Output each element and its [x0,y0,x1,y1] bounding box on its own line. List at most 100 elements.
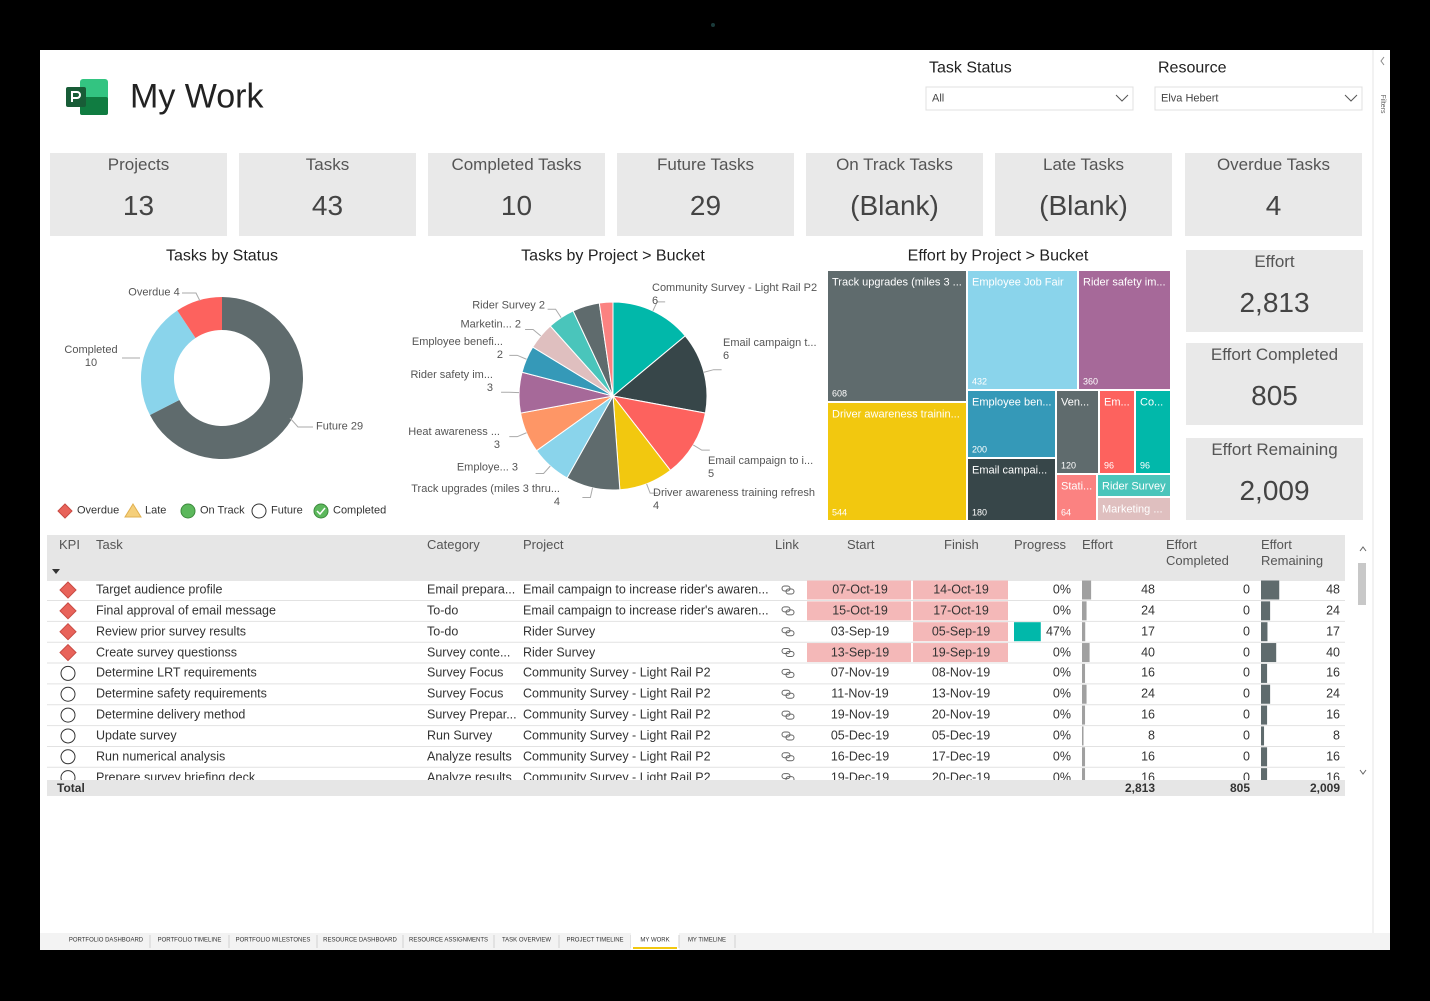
link-icon[interactable] [781,710,795,720]
cell-effort: 16 [1141,749,1155,764]
cell-effort-completed: 0 [1243,582,1250,597]
active-tab-underline [633,947,677,949]
legend-icon [251,503,267,519]
data-label-part: 6 [652,295,659,307]
filter-value[interactable]: Elva Hebert [1161,92,1219,105]
treemap-tile [968,459,1055,520]
link-icon[interactable] [781,773,795,780]
sort-arrow[interactable] [52,569,60,574]
data-label: Marketin... 2 [460,318,521,331]
remaining-bar [1261,580,1280,600]
date-highlight [807,580,911,600]
cell-start: 07-Nov-19 [830,665,890,680]
filter-dropdown[interactable] [1154,86,1363,111]
treemap-tile [1057,475,1096,520]
data-label-part: 2 [538,299,545,312]
tab[interactable]: PORTFOLIO TIMELINE [157,937,222,944]
card-label: Effort [1254,251,1295,271]
link-icon[interactable] [781,585,795,595]
tab[interactable]: PORTFOLIO MILESTONES [235,937,311,944]
tab[interactable]: TASK OVERVIEW [501,937,552,944]
scroll-up[interactable] [1359,546,1367,552]
cell-project: Community Survey - Light Rail P2 [523,686,711,701]
column-header[interactable]: Task [96,537,123,552]
column-header[interactable]: Finish [944,537,979,552]
link-icon[interactable] [781,731,795,741]
cell-progress: 47% [1045,624,1071,639]
cell-progress: 0% [1052,645,1071,660]
data-label-part: 4 [553,496,560,508]
data-label-part: Rider safety im... [410,368,493,381]
page-title: My Work [130,77,264,116]
effort-bar [1082,663,1086,683]
card-value: (Blank) [850,190,939,222]
table-body: Target audience profile Email prepara... E… [0,580,1430,780]
column-header[interactable]: Category [427,537,480,552]
total-row [47,780,1345,796]
cell-start: 07-Oct-19 [832,582,888,597]
slice [149,297,303,460]
tab[interactable]: MY TIMELINE [687,937,727,944]
link-icon[interactable] [781,648,795,658]
slice [177,297,222,338]
cell-progress: 0% [1052,728,1071,743]
cell-start: 16-Dec-19 [830,749,890,764]
cell-effort-remaining: 16 [1326,749,1340,764]
filter-pane-label[interactable]: Filters [1379,94,1387,114]
link-icon[interactable] [781,689,795,699]
scroll-down[interactable] [1359,769,1367,775]
link-icon[interactable] [781,627,795,637]
tab[interactable]: PROJECT TIMELINE [566,937,624,944]
link-icon[interactable] [781,668,795,678]
cell-effort-completed: 0 [1243,603,1250,618]
filter-dropdown[interactable] [925,86,1134,111]
cell-project: Rider Survey [523,624,596,639]
card-value: 2,813 [1239,287,1310,319]
kpi-card [1186,343,1363,425]
link-icon[interactable] [781,606,795,616]
leader-line [289,417,313,428]
column-header[interactable]: Effort [1082,537,1113,552]
cell-start: 03-Sep-19 [830,624,890,639]
column-header[interactable]: Start [847,537,875,552]
tile-label: Driver awareness trainin... [832,408,960,421]
cell-effort-remaining: 16 [1326,770,1340,780]
tile-value: 360 [1083,376,1099,387]
filter-value[interactable]: All [932,92,945,105]
logo-letter [71,91,81,102]
scroll-thumb[interactable] [1358,563,1366,605]
column-header[interactable]: Link [775,537,799,552]
link-icon[interactable] [781,752,795,762]
dropdown-chevron [1115,94,1129,102]
tab[interactable]: RESOURCE DASHBOARD [323,937,397,944]
logo-base [80,97,108,115]
remaining-bar [1261,643,1277,663]
tab[interactable]: PORTFOLIO DASHBOARD [68,937,144,944]
cell-effort: 16 [1141,770,1155,780]
cell-category: Analyze results [427,770,512,780]
data-label-part: 3 [511,461,518,474]
kpi-icon [59,643,77,662]
pane-chevron[interactable] [1380,56,1385,66]
tab[interactable]: RESOURCE ASSIGNMENTS [408,937,489,944]
column-header[interactable]: Progress [1014,537,1067,552]
chart-title: Tasks by Project > Bucket [521,247,705,265]
column-header[interactable]: Effort Completed [1166,537,1229,568]
legend-icon [57,503,73,519]
cell-category: Analyze results [427,749,512,764]
leader-line [646,483,659,494]
data-label-part: 4 [653,500,660,512]
tile-value: 96 [1140,460,1151,471]
column-header[interactable]: Project [523,537,564,552]
remaining-bar [1261,747,1268,767]
tile-label: Ven... [1061,396,1090,409]
cell-effort: 8 [1148,728,1155,743]
remaining-bar [1261,622,1268,642]
tab[interactable]: MY WORK [640,937,670,944]
legend-label: On Track [200,504,245,517]
cell-project: Email campaign to increase rider's aware… [523,603,768,618]
cell-effort-completed: 0 [1243,749,1250,764]
column-header[interactable]: KPI [59,537,80,552]
column-header[interactable]: Effort Remaining [1261,537,1324,568]
